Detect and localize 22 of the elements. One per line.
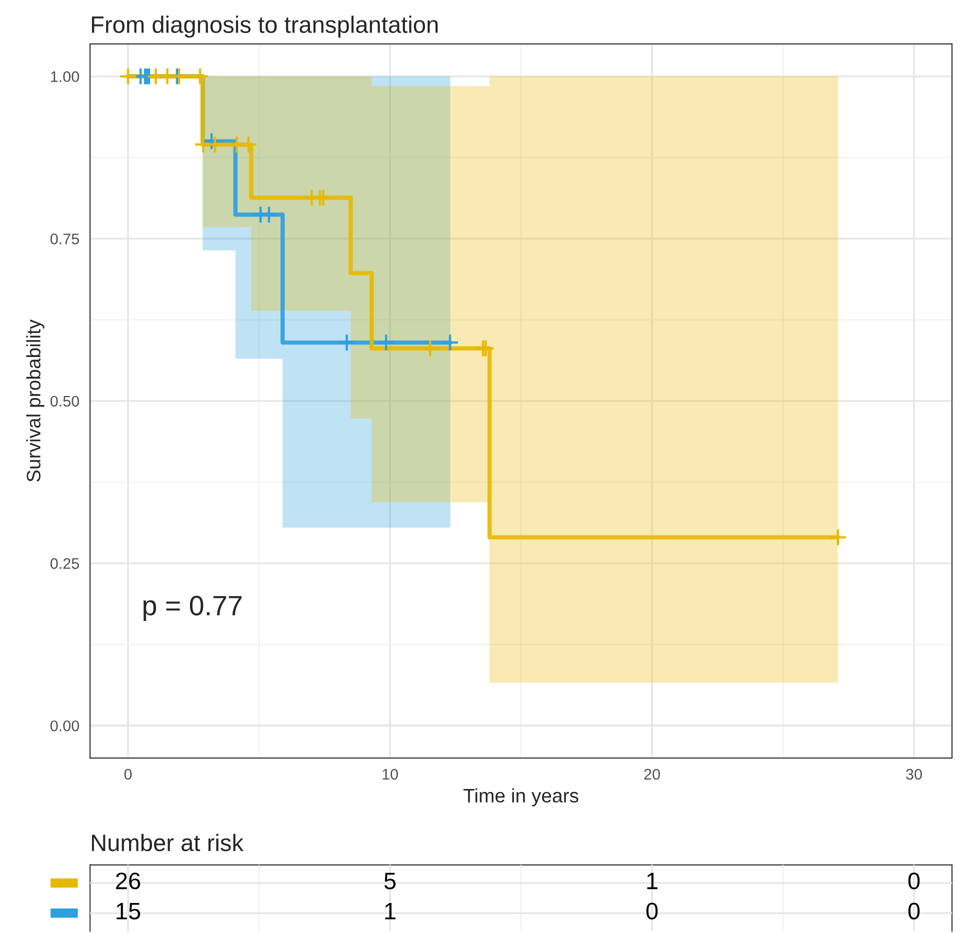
x-tick-label: 10 xyxy=(382,768,398,780)
data-label: 1 xyxy=(647,872,658,890)
y-tick-label: 1.00 xyxy=(51,71,80,82)
data-label: 5 xyxy=(384,872,396,890)
x-tick-label: 0 xyxy=(124,768,132,780)
annotation: p = 0.77 xyxy=(144,596,242,621)
data-label: 0 xyxy=(646,902,658,920)
data-label: 15 xyxy=(116,902,140,920)
y-tick-label: 0.25 xyxy=(50,558,79,569)
chart-title: From diagnosis to transplantation xyxy=(92,16,438,38)
y-tick-label: 0.50 xyxy=(50,396,80,407)
x-tick-label: 20 xyxy=(644,768,660,780)
data-label: 0 xyxy=(908,872,920,890)
data-label: 1 xyxy=(385,902,396,920)
x-axis-title: Time in years xyxy=(463,788,578,806)
y-axis-title: Survival probability xyxy=(26,319,44,482)
x-tick-label: 30 xyxy=(906,768,922,780)
data-label: 0 xyxy=(908,902,920,920)
data-label: 26 xyxy=(116,872,140,890)
y-tick-label: 0.75 xyxy=(50,234,79,244)
y-tick-label: 0.00 xyxy=(50,720,80,732)
chart-title: Number at risk xyxy=(92,834,244,852)
